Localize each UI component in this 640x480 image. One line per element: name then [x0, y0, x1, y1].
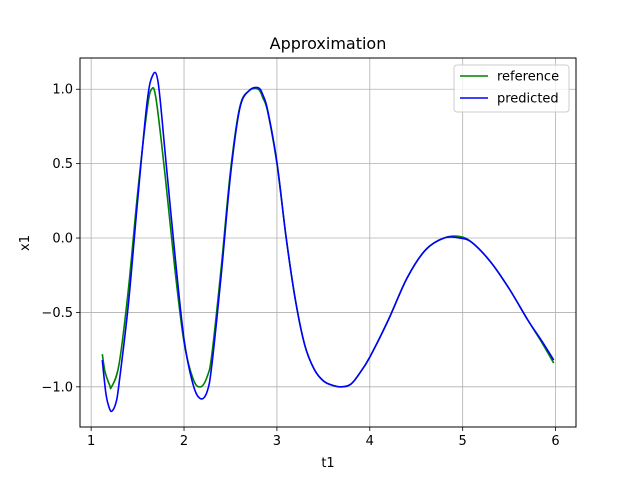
- x-tick-label: 3: [273, 434, 281, 449]
- x-tick-label: 2: [180, 434, 188, 449]
- x-axis-ticks: 1 2 3 4 5 6: [87, 427, 560, 449]
- x-tick-label: 6: [551, 434, 559, 449]
- y-tick-label: −0.5: [41, 306, 73, 321]
- legend-label-reference: reference: [497, 70, 559, 85]
- y-tick-label: 0.5: [52, 157, 73, 172]
- y-axis-label: x1: [18, 235, 33, 251]
- series-layer: [101, 71, 555, 413]
- y-tick-label: 1.0: [52, 83, 73, 98]
- legend: reference predicted: [453, 64, 570, 113]
- y-axis-ticks: −1.0 −0.5 0.0 0.5 1.0: [41, 83, 80, 395]
- chart-title: Approximation: [270, 34, 387, 53]
- x-tick-label: 5: [459, 434, 467, 449]
- y-tick-label: 0.0: [52, 232, 73, 247]
- plot-frame: [79, 57, 577, 428]
- legend-label-predicted: predicted: [497, 92, 559, 107]
- x-tick-label: 4: [366, 434, 374, 449]
- x-axis-label: t1: [321, 456, 334, 471]
- series-line-predicted: [101, 71, 555, 413]
- y-tick-label: −1.0: [41, 380, 73, 395]
- x-tick-label: 1: [87, 434, 95, 449]
